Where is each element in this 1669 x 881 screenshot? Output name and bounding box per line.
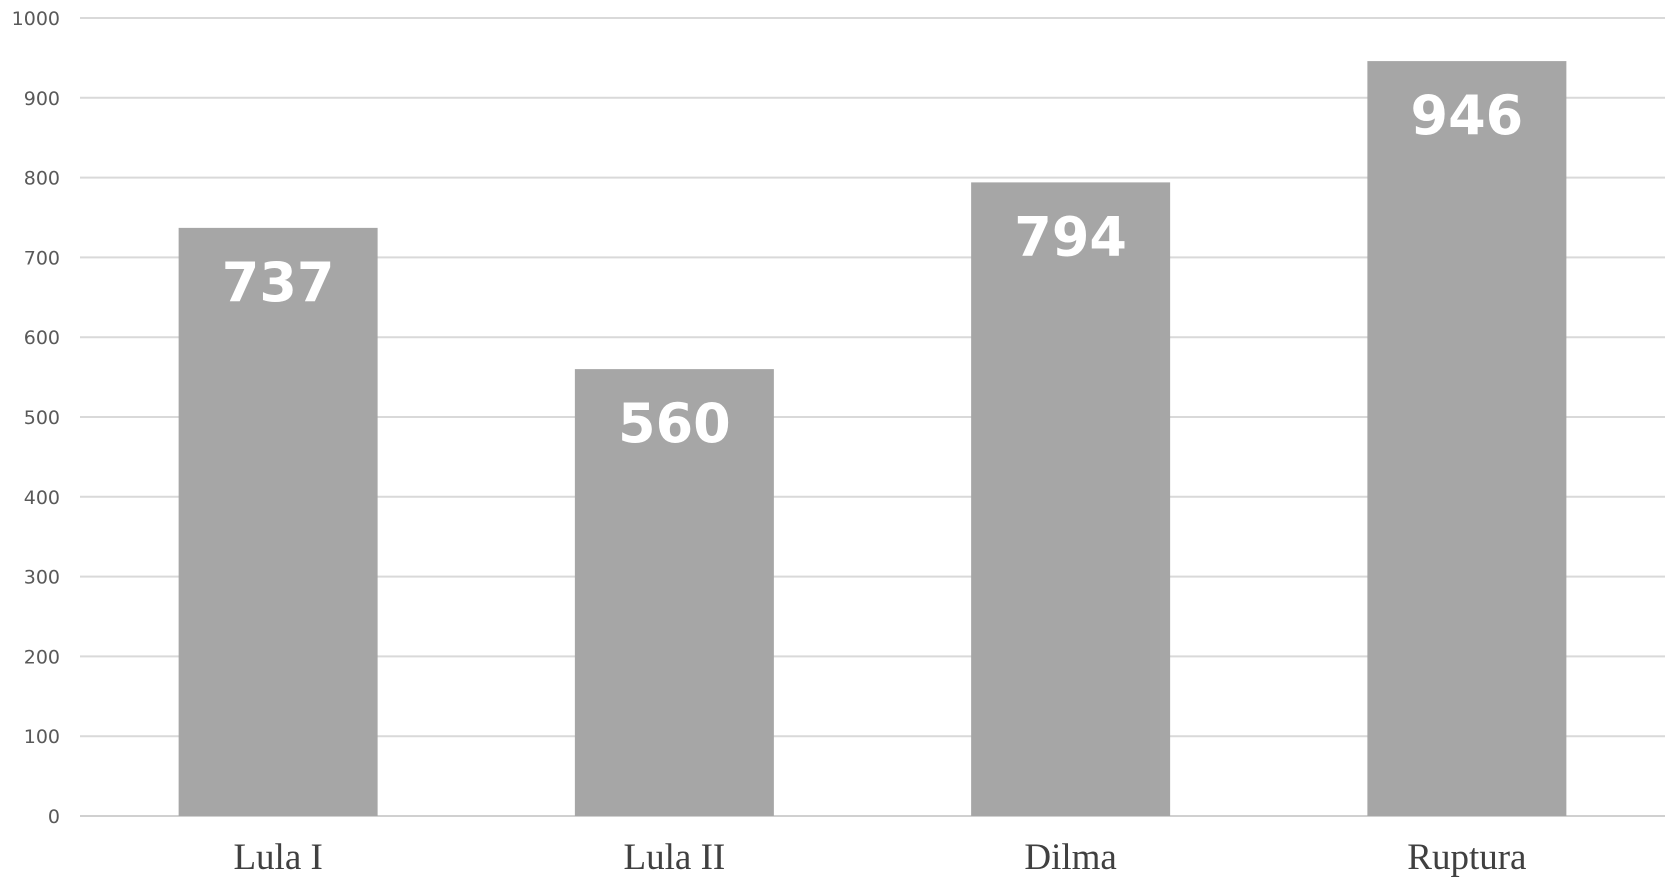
y-tick-label: 1000: [12, 8, 60, 30]
bar-data-label: 794: [1014, 205, 1127, 268]
bar: [1367, 61, 1567, 817]
x-tick-label: Lula I: [233, 837, 322, 878]
y-tick-label: 400: [24, 487, 60, 509]
bar: [971, 182, 1171, 816]
x-tick-label: Ruptura: [1407, 837, 1526, 878]
bar: [178, 227, 378, 816]
y-tick-label: 300: [24, 567, 60, 589]
bar-data-label: 946: [1411, 84, 1524, 147]
y-tick-label: 500: [24, 407, 60, 429]
bar-data-label: 560: [618, 392, 731, 455]
bar: [574, 369, 774, 816]
y-tick-label: 200: [24, 646, 60, 668]
bar-data-labels: 737 560 794 946: [222, 84, 1523, 455]
y-tick-label: 0: [48, 806, 60, 828]
x-tick-label: Lula II: [624, 837, 726, 878]
y-tick-label: 100: [24, 726, 60, 748]
bar-data-label: 737: [222, 251, 335, 314]
bars: [178, 61, 1567, 817]
x-tick-label: Dilma: [1024, 837, 1116, 878]
y-tick-label: 700: [24, 247, 60, 269]
y-axis-ticks: 0 100 200 300 400 500 600 700 800 900 1000: [12, 8, 60, 828]
x-axis-ticks: Lula I Lula II Dilma Ruptura: [233, 837, 1526, 878]
y-tick-label: 800: [24, 168, 60, 190]
y-tick-label: 600: [24, 327, 60, 349]
y-tick-label: 900: [24, 88, 60, 110]
